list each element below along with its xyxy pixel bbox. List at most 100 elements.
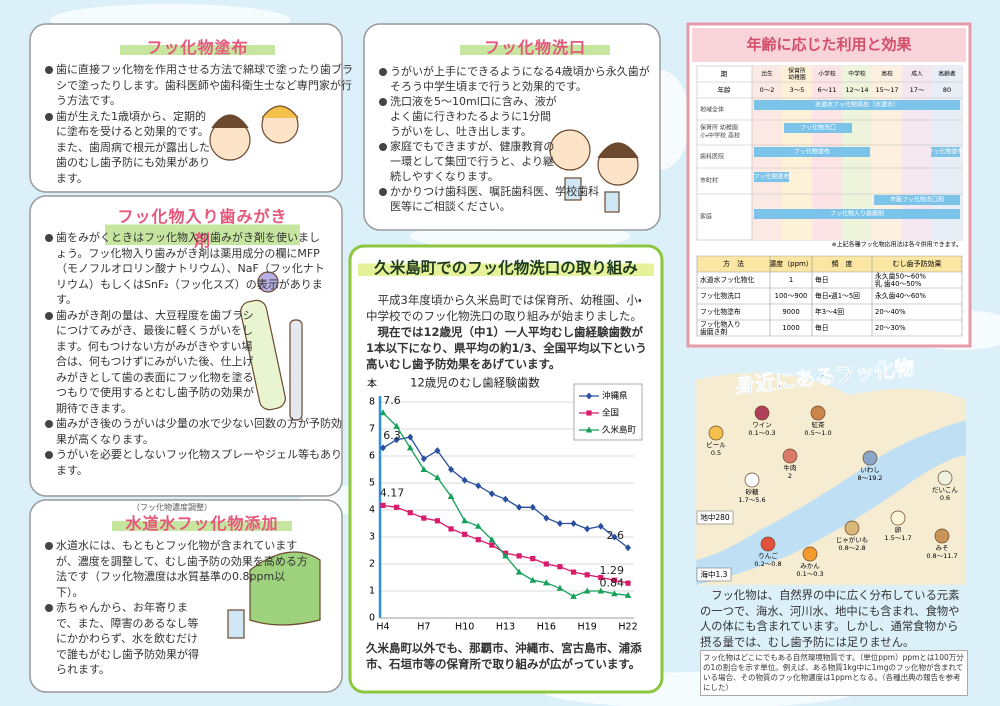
marker: [557, 564, 563, 570]
value-label: 2.6: [607, 529, 625, 542]
marker: [488, 536, 496, 543]
x-tick-label: H19: [578, 622, 597, 633]
marker: [461, 476, 468, 484]
food-ppm: 0.1〜0.3: [748, 429, 775, 437]
table-cell: 1: [789, 276, 793, 284]
row-label: 歯科医院: [700, 153, 724, 161]
table-header: 頻 度: [832, 259, 853, 268]
paragraph: 現在では12歳児（中1）一人平均むし歯経験歯数が1本以下になり、県平均の約1/3…: [366, 325, 647, 371]
bullet: うがいが上手にできるようになる4歳頃から永久歯がそろう中学生頃まで行うと効果的で…: [378, 64, 658, 94]
stage-label: 中学校: [848, 70, 866, 78]
food-icon: [760, 536, 776, 552]
table-cell: 永久歯40〜60%: [875, 291, 926, 300]
marker: [420, 466, 428, 472]
food-name: いわし: [860, 466, 880, 474]
food-name: 卵: [895, 525, 902, 534]
panel: [363, 23, 661, 231]
table-header: 年齢: [718, 85, 732, 94]
x-tick-label: H13: [496, 622, 515, 633]
marker: [611, 590, 618, 597]
food-icon: [744, 472, 760, 488]
table-cell: 100〜900: [775, 292, 808, 300]
marker: [380, 444, 386, 452]
marker: [407, 510, 413, 516]
bullet: 歯に直接フッ化物を作用させる方法で綿球で塗ったり歯ブラシで塗ったりします。歯科医…: [44, 62, 356, 109]
chart-title: 12歳児のむし歯経験歯数: [410, 376, 540, 390]
table-header: むし歯予防効果: [893, 259, 942, 268]
marker: [502, 552, 509, 559]
stage-label: 成人: [911, 70, 923, 78]
marker: [380, 502, 386, 509]
paragraph: フッ化物は、自然界の中に広く分布している元素の一つで、海水、河川水、地中にも含ま…: [700, 589, 960, 649]
stage-label: 幼稚園: [788, 73, 806, 81]
food-ppm: 0.5〜1.0: [804, 429, 831, 437]
food-name: 牛肉: [784, 463, 797, 472]
bullet-list: 歯に直接フッ化物を作用させる方法で綿球で塗ったり歯ブラシで塗ったりします。歯科医…: [44, 62, 353, 186]
marker: [597, 587, 605, 594]
food-name: ワイン: [752, 421, 772, 429]
food-name: ビール: [706, 440, 726, 449]
usage-bar: [874, 195, 960, 205]
usage-bar-label: フッ化物洗口: [800, 124, 836, 132]
age-label: 3〜5: [790, 86, 805, 94]
table-cell: 20〜30%: [875, 324, 906, 332]
table-cell: 毎日: [815, 323, 829, 332]
table-cell: 毎日: [815, 275, 829, 284]
marker: [583, 587, 591, 594]
y-tick-label: 1: [369, 586, 375, 597]
paragraph: 久米島町以外でも、那覇市、沖縄市、宮古島市、浦添市、石垣市等の保育所で取り組みが…: [366, 641, 642, 671]
marker: [611, 533, 618, 541]
marker: [556, 520, 563, 527]
section-title: フッ化物塗布: [120, 34, 275, 58]
value-label: 0.84: [600, 576, 625, 589]
label-box: [696, 510, 734, 525]
y-tick-label: 8: [369, 397, 375, 408]
marker: [529, 576, 537, 583]
marker: [407, 433, 414, 441]
usage-bar: [754, 172, 789, 182]
marker: [611, 577, 617, 583]
bullet-list: 歯をみがくときはフッ化物入り歯みがき剤を使いましょう。フッ化物入り歯みがき剤は薬…: [44, 230, 342, 478]
marker: [420, 455, 427, 463]
section-title: フッ化物洗口: [460, 34, 610, 58]
bullet: 水道水には、もともとフッ化物が含まれていますが、濃度を調整して、むし歯予防の効果…: [44, 538, 311, 600]
age-label: 6〜11: [818, 86, 837, 94]
usage-bar: [754, 209, 960, 219]
bullet: 歯みがき後のうがいは少量の水で少ない回数の方が予防効果が高くなります。: [44, 416, 351, 447]
table-cell: 1000: [782, 324, 799, 332]
marker: [461, 517, 468, 524]
marker: [543, 514, 550, 522]
marker: [570, 569, 577, 575]
table-cell: 9000: [782, 308, 799, 316]
food-name: りんご: [758, 551, 778, 560]
value-label: 4.17: [380, 486, 405, 499]
marker: [529, 503, 536, 511]
table-cell: 水道水フッ化物化: [700, 275, 755, 284]
usage-bar-label: フッ化物塗布: [927, 148, 963, 156]
table-header-band: [697, 256, 962, 272]
usage-bar-label: フッ化物入り歯磨剤: [830, 210, 884, 218]
food-ppm: 8〜19.2: [857, 474, 882, 482]
usage-bar: [931, 147, 960, 157]
table-cell: 20〜40%: [875, 308, 906, 316]
panel: [29, 499, 343, 693]
food-icon: [810, 405, 826, 421]
marker: [379, 409, 387, 416]
marker: [516, 553, 522, 559]
food-ppm: 0.8〜2.8: [838, 544, 865, 552]
value-label: 1.29: [600, 564, 625, 577]
section-title: フッ化物入り歯みがき剤: [105, 203, 300, 251]
label-box: [696, 567, 732, 582]
marker: [421, 515, 427, 521]
marker: [434, 474, 441, 481]
marker: [516, 503, 523, 511]
stage-label: 高校: [881, 70, 893, 78]
footnote: フッ化物はどこにでもある自然環境物質です。（単位ppm）ppmとは100万分の1…: [700, 650, 968, 696]
food-icon: [844, 520, 860, 536]
marker: [586, 410, 592, 416]
stage-label: 高齢者: [938, 70, 956, 78]
title-band: [692, 28, 966, 62]
marker: [462, 531, 468, 537]
table-title: 年齢に応じた利用と効果: [746, 36, 912, 54]
place-label: 地中280: [700, 512, 730, 522]
